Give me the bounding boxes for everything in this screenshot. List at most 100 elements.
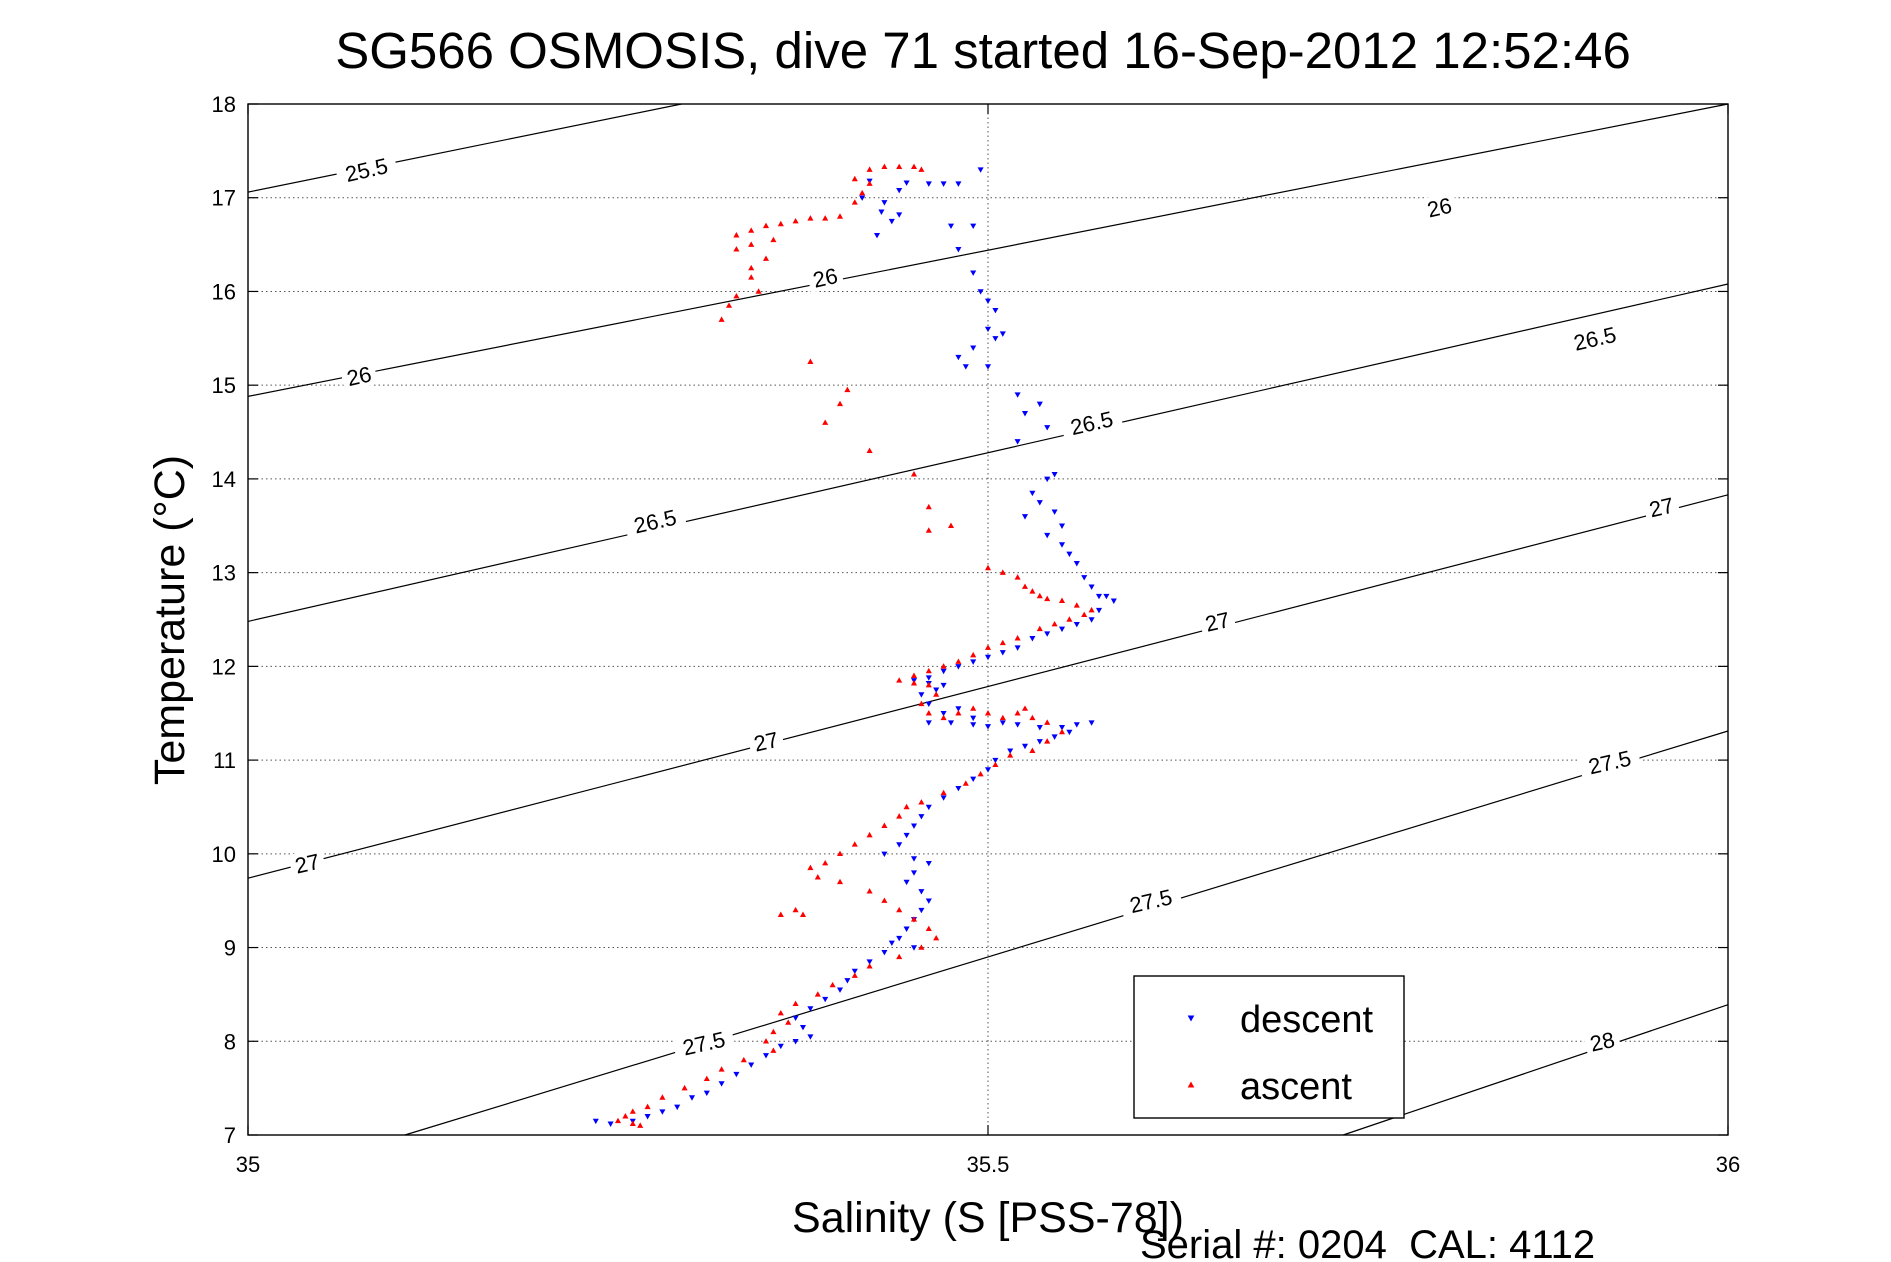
descent-point: [1044, 425, 1051, 431]
descent-point: [903, 832, 910, 839]
density-contour-label-text: 27.5: [680, 1027, 727, 1061]
descent-point: [881, 949, 888, 956]
ascent-point: [903, 803, 910, 810]
descent-point: [970, 223, 977, 230]
ascent-point: [1044, 719, 1051, 725]
descent-point: [903, 879, 910, 886]
ascent-point: [999, 569, 1006, 575]
descent-point: [910, 856, 918, 862]
y-tick-label: 7: [224, 1123, 236, 1148]
descent-point: [1081, 575, 1088, 581]
ascent-point: [762, 255, 770, 261]
ascent-point: [940, 714, 947, 721]
descent-point: [873, 232, 881, 239]
ascent-point: [1073, 602, 1080, 608]
ascent-point: [866, 166, 873, 172]
density-contour-label-text: 26: [344, 361, 373, 391]
density-contour-labels: 25.5 26 26 26 26.5 26.5 26.5 27 27 27 27 27.5 27.5 27…: [287, 151, 1681, 1062]
descent-point: [947, 720, 955, 726]
ascent-point: [777, 911, 784, 917]
descent-point: [1007, 748, 1014, 754]
density-contour-label-text: 28: [1588, 1027, 1617, 1057]
density-contour-label: 26: [1420, 191, 1459, 223]
density-contour-line: [247, 103, 1729, 397]
descent-point: [918, 814, 925, 820]
density-contour-line: [404, 730, 1729, 1136]
descent-point: [896, 212, 903, 218]
descent-point: [1014, 722, 1021, 728]
ascent-point: [1029, 714, 1036, 721]
ascent-point: [881, 897, 888, 903]
descent-point: [955, 706, 962, 712]
descent-point: [970, 270, 977, 276]
ascent-point: [659, 1094, 666, 1100]
legend: descent ascent: [1133, 975, 1405, 1119]
ascent-point: [681, 1084, 688, 1091]
descent-point: [1021, 514, 1029, 520]
legend-box: [1133, 975, 1405, 1119]
density-contour-label-bg: [1582, 1025, 1622, 1057]
descent-point: [1088, 617, 1095, 623]
ascent-point: [629, 1120, 636, 1126]
ascent-point: [822, 859, 829, 866]
ascent-point: [733, 246, 740, 252]
ascent-point: [851, 841, 858, 847]
descent-point: [733, 1071, 740, 1078]
ascent-point: [777, 1009, 784, 1016]
descent-point: [659, 1109, 666, 1115]
density-contour-label: 26.5: [1562, 319, 1627, 357]
descent-point: [703, 1090, 710, 1097]
descent-point: [940, 710, 947, 717]
legend-label-ascent: ascent: [1240, 1066, 1352, 1108]
descent-point: [807, 1006, 814, 1012]
ascent-point: [970, 651, 977, 658]
descent-point: [977, 289, 984, 295]
density-contour-label-bg: [334, 151, 399, 188]
descent-point: [888, 940, 895, 947]
legend-marker-descent: [1187, 1015, 1195, 1022]
descent-point: [1029, 490, 1036, 497]
descent-point: [1058, 626, 1066, 633]
density-contour-label: 27.5: [1118, 882, 1183, 920]
density-contour-label-bg: [805, 261, 845, 293]
ascent-point: [792, 217, 799, 224]
y-tick-label: 11: [213, 748, 236, 773]
ascent-point: [785, 1019, 792, 1025]
descent-point: [1036, 739, 1043, 745]
ascent-point: [748, 227, 755, 233]
descent-point: [1044, 532, 1051, 539]
density-contour-label: 27: [746, 725, 786, 757]
ascent-point: [1021, 705, 1029, 711]
ascent-point: [629, 1108, 636, 1114]
ascent-point: [910, 916, 918, 922]
ascent-point: [881, 163, 888, 170]
descent-point: [1095, 593, 1103, 600]
ascent-point: [925, 503, 932, 510]
descent-point: [644, 1114, 651, 1120]
ascent-point: [725, 302, 733, 308]
ascent-point: [1058, 597, 1066, 603]
density-contour-label-text: 26.5: [1571, 322, 1618, 356]
density-contour-label-text: 26: [811, 263, 840, 293]
ascent-point: [896, 953, 903, 960]
density-contour-label-bg: [1118, 882, 1183, 920]
descent-point: [903, 180, 910, 186]
ascent-point: [1021, 583, 1029, 589]
descent-point: [955, 181, 962, 187]
ascent-point: [933, 934, 940, 941]
descent-point: [1051, 471, 1058, 478]
descent-point: [910, 823, 918, 829]
descent-point: [918, 692, 925, 698]
ascent-point: [866, 831, 873, 838]
ascent-point: [740, 1056, 747, 1063]
descent-point: [1088, 584, 1095, 590]
descent-point: [1036, 725, 1043, 731]
ascent-point: [955, 710, 962, 716]
density-contour-label-bg: [1577, 743, 1642, 781]
descent-point: [792, 1039, 799, 1045]
ascent-point: [940, 789, 947, 796]
ascent-point: [770, 1047, 777, 1053]
density-contour-line: [1343, 1004, 1729, 1136]
density-contour-label: 26.5: [1059, 404, 1124, 442]
